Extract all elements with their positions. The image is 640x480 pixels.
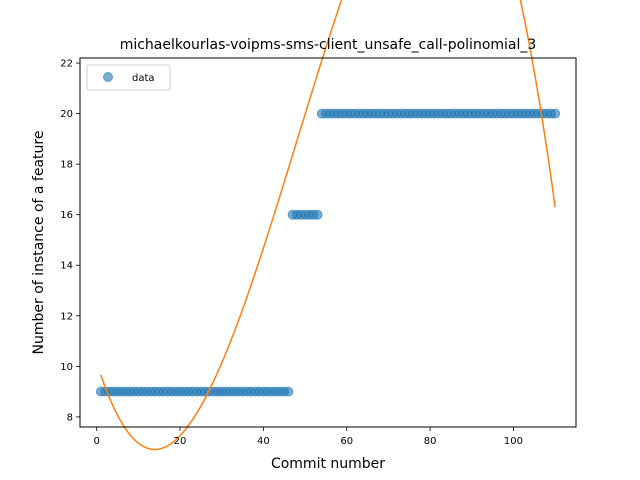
y-axis-label: Number of instance of a feature: [31, 131, 47, 355]
y-tick-label: 8: [67, 412, 73, 423]
x-tick-label: 40: [257, 436, 270, 447]
fit-curve-layer: [100, 0, 556, 451]
data-point: [550, 108, 561, 119]
y-tick-label: 16: [60, 210, 73, 221]
x-tick-label: 20: [174, 436, 187, 447]
axes-frame: [79, 57, 577, 428]
x-tick-label: 0: [93, 436, 99, 447]
x-tick-label: 80: [424, 436, 437, 447]
x-tick-label: 60: [340, 436, 353, 447]
y-tick-label: 22: [60, 59, 73, 70]
y-tick-label: 10: [60, 362, 73, 373]
fit-curve: [100, 0, 556, 451]
y-tick-label: 20: [60, 109, 73, 120]
y-tick-label: 14: [60, 261, 73, 272]
x-axis-ticks: 0 20 40 60 80 100: [93, 427, 523, 447]
y-tick-label: 12: [60, 311, 73, 322]
data-point: [283, 386, 294, 397]
legend-box: [86, 64, 171, 91]
legend-marker-data: [103, 72, 113, 82]
data-point: [312, 209, 323, 220]
chart-title: michaelkourlas-voipms-sms-client_unsafe_…: [120, 37, 537, 53]
x-axis-label: Commit number: [271, 456, 385, 472]
data-points: [95, 108, 561, 397]
x-tick-label: 100: [504, 436, 523, 447]
legend-label-data: data: [132, 73, 155, 84]
y-axis-ticks: 8 10 12 14 16 18 20 22: [60, 59, 80, 423]
legend: data: [86, 64, 171, 91]
y-tick-label: 18: [60, 160, 73, 171]
